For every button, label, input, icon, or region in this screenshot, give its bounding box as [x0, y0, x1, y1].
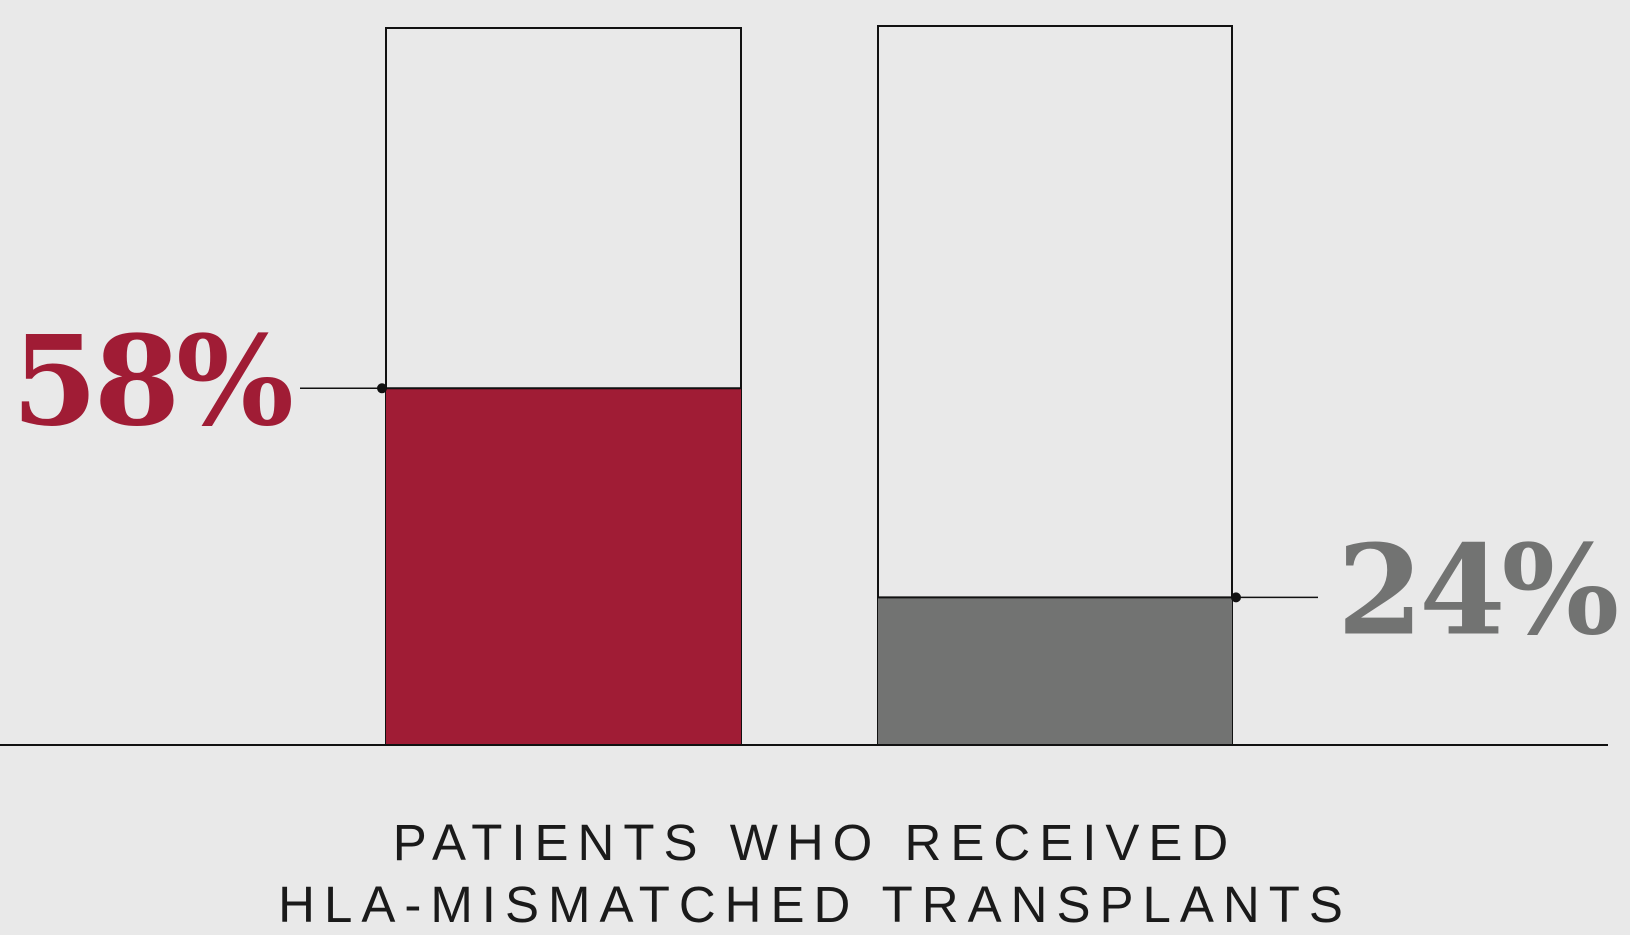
caption-line-2: HLA-MISMATCHED TRANSPLANTS: [278, 876, 1352, 933]
bars-layer: 58% 24%: [12, 25, 1621, 746]
caption-line-1: PATIENTS WHO RECEIVED: [393, 814, 1238, 871]
bar-fill-1: [386, 388, 741, 745]
value-label-1: 58%: [12, 309, 292, 454]
value-label-2: 24%: [1337, 518, 1617, 663]
leader-dot-1: [377, 383, 387, 394]
bar-fill-2: [878, 597, 1232, 745]
leader-dot-2: [1231, 592, 1241, 603]
